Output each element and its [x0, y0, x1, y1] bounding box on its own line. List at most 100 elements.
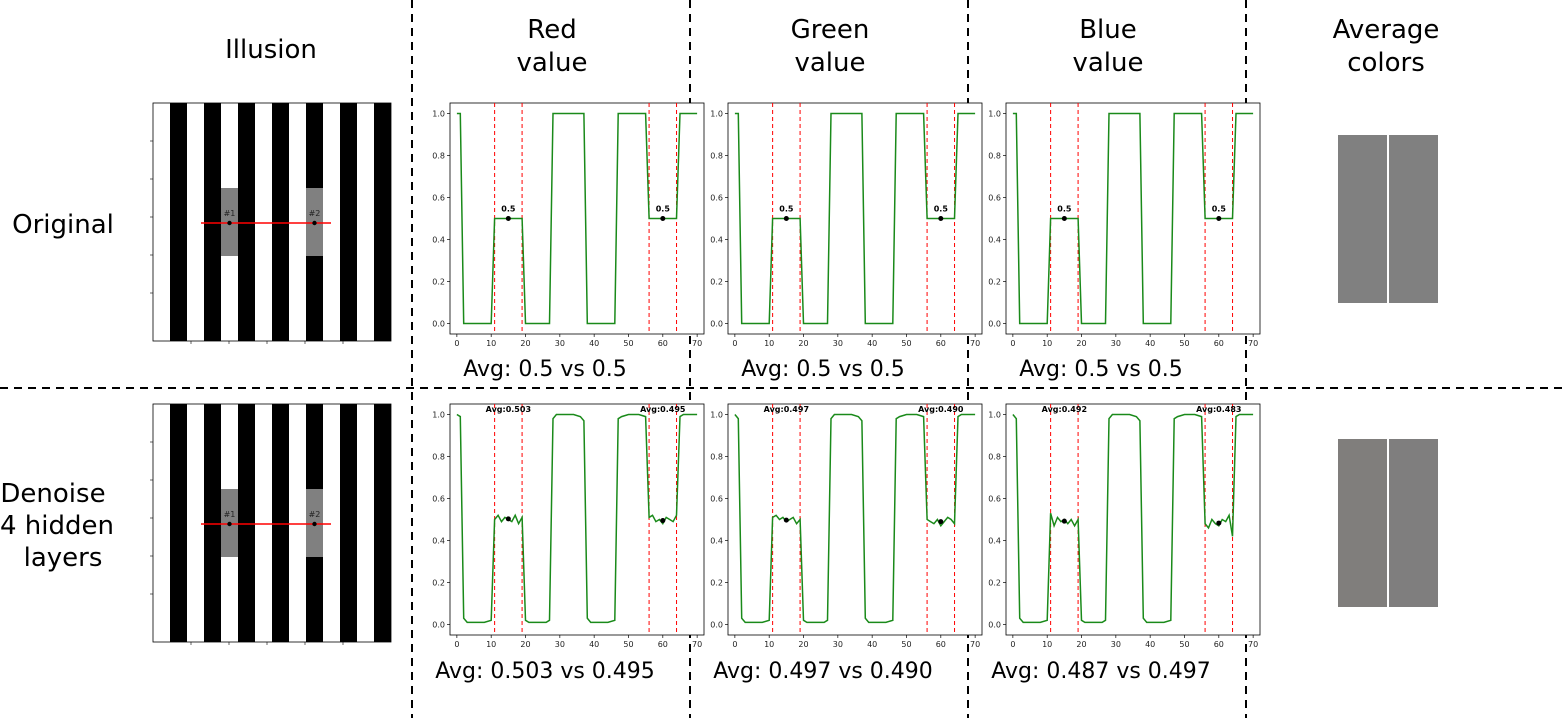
point-label: 0.5 — [656, 205, 671, 214]
y-tick-label: 1.0 — [988, 110, 1001, 119]
header-green-line1: Green — [791, 15, 870, 45]
header-average-line1: Average — [1333, 15, 1440, 45]
caption-red-denoise: Avg: 0.503 vs 0.495 — [435, 659, 655, 684]
x-tick-label: 60 — [658, 339, 668, 348]
point-label: 0.5 — [779, 205, 794, 214]
point-label: 0.5 — [1212, 205, 1227, 214]
patch-2-label: #2 — [309, 209, 321, 218]
x-tick-label: 50 — [901, 339, 911, 348]
stripe — [170, 404, 187, 642]
x-tick-label: 30 — [833, 640, 843, 649]
y-tick-label: 0.0 — [710, 621, 723, 630]
x-tick-label: 60 — [658, 640, 668, 649]
y-tick-label: 0.4 — [988, 537, 1001, 546]
x-tick-label: 10 — [486, 640, 496, 649]
header-blue-line1: Blue — [1079, 15, 1137, 45]
average-point — [1216, 520, 1222, 526]
row-label-original: Original — [12, 210, 114, 240]
point-label: Avg:0.483 — [1196, 405, 1241, 414]
patch-1-marker — [227, 521, 232, 527]
y-tick-label: 0.8 — [710, 152, 723, 161]
average-point — [505, 216, 511, 221]
header-average-line2: colors — [1347, 48, 1425, 78]
series-line — [734, 112, 976, 325]
average-point — [505, 516, 511, 522]
patch-2-marker — [312, 220, 317, 226]
stripe — [204, 404, 221, 642]
x-tick-label: 40 — [589, 640, 599, 649]
x-tick-label: 40 — [1145, 640, 1155, 649]
y-tick-label: 0.0 — [432, 320, 445, 329]
chart-blue-original: 0 10 20 30 40 50 60 70 0.0 0.2 0.4 0.6 0.8 1.0 0.5 0.5 — [988, 102, 1261, 348]
point-label: Avg:0.490 — [918, 405, 964, 414]
y-tick-label: 0.2 — [988, 579, 1001, 588]
x-tick-label: 60 — [1214, 339, 1224, 348]
average-point — [660, 518, 666, 524]
x-tick-label: 70 — [970, 339, 980, 348]
x-tick-label: 70 — [1248, 640, 1258, 649]
y-tick-label: 0.0 — [988, 320, 1001, 329]
stripe — [374, 103, 391, 341]
y-tick-label: 0.0 — [432, 621, 445, 630]
y-tick-label: 0.8 — [432, 453, 445, 462]
chart-green-original: 0 10 20 30 40 50 60 70 0.0 0.2 0.4 0.6 0.8 1.0 0.5 0.5 — [710, 102, 983, 348]
patch-1-marker — [227, 220, 232, 226]
stripe — [272, 404, 289, 642]
caption-green-original: Avg: 0.5 vs 0.5 — [741, 357, 905, 382]
y-tick-label: 0.8 — [988, 453, 1001, 462]
x-tick-label: 0 — [454, 640, 459, 649]
point-label: Avg:0.503 — [486, 405, 531, 414]
x-tick-label: 30 — [555, 640, 565, 649]
x-tick-label: 50 — [1179, 640, 1189, 649]
chart-blue-denoise: 0 10 20 30 40 50 60 70 0.0 0.2 0.4 0.6 0.8 1.0 Avg:0.4… — [988, 403, 1261, 649]
point-label: 0.5 — [501, 205, 516, 214]
average-point — [1216, 216, 1222, 221]
x-tick-label: 60 — [1214, 640, 1224, 649]
header-red-line2: value — [516, 48, 587, 78]
x-tick-label: 20 — [1076, 640, 1086, 649]
stripe — [170, 103, 187, 341]
y-tick-label: 0.0 — [710, 320, 723, 329]
x-tick-label: 20 — [520, 640, 530, 649]
average-point — [660, 216, 666, 221]
row-label-denoise-line1: Denoise — [0, 479, 105, 509]
stripe — [340, 404, 357, 642]
y-tick-label: 0.6 — [432, 495, 445, 504]
y-tick-label: 0.4 — [710, 236, 723, 245]
x-tick-label: 30 — [1111, 339, 1121, 348]
y-tick-label: 0.2 — [432, 579, 445, 588]
x-tick-label: 0 — [454, 339, 459, 348]
y-tick-label: 0.8 — [988, 152, 1001, 161]
x-tick-label: 10 — [1042, 339, 1052, 348]
y-tick-label: 0.6 — [710, 495, 723, 504]
x-tick-label: 70 — [1248, 339, 1258, 348]
x-tick-label: 0 — [732, 339, 737, 348]
stripe — [272, 103, 289, 341]
chart-green-denoise: 0 10 20 30 40 50 60 70 0.0 0.2 0.4 0.6 0.8 1.0 Avg:0.4… — [710, 403, 983, 649]
y-tick-label: 0.8 — [432, 152, 445, 161]
stripe — [374, 404, 391, 642]
illusion-original: #1 #2 — [150, 102, 392, 344]
y-tick-label: 0.2 — [710, 278, 723, 287]
point-label: 0.5 — [1057, 205, 1072, 214]
header-green-line2: value — [794, 48, 865, 78]
plot-frame — [727, 403, 983, 636]
x-tick-label: 20 — [798, 640, 808, 649]
y-tick-label: 0.2 — [988, 278, 1001, 287]
x-tick-label: 70 — [692, 640, 702, 649]
point-label: 0.5 — [934, 205, 949, 214]
series-line — [1012, 112, 1254, 325]
caption-red-original: Avg: 0.5 vs 0.5 — [463, 357, 627, 382]
average-point — [1061, 518, 1067, 524]
x-tick-label: 40 — [1145, 339, 1155, 348]
y-tick-label: 1.0 — [432, 411, 445, 420]
illusion-denoise: #1 #2 — [150, 403, 392, 645]
average-point — [938, 519, 944, 525]
patch-1-label: #1 — [224, 510, 236, 519]
y-tick-label: 1.0 — [988, 411, 1001, 420]
y-tick-label: 1.0 — [710, 110, 723, 119]
series-line — [1012, 413, 1254, 624]
swatch-original — [1338, 135, 1438, 303]
x-tick-label: 0 — [1010, 339, 1015, 348]
